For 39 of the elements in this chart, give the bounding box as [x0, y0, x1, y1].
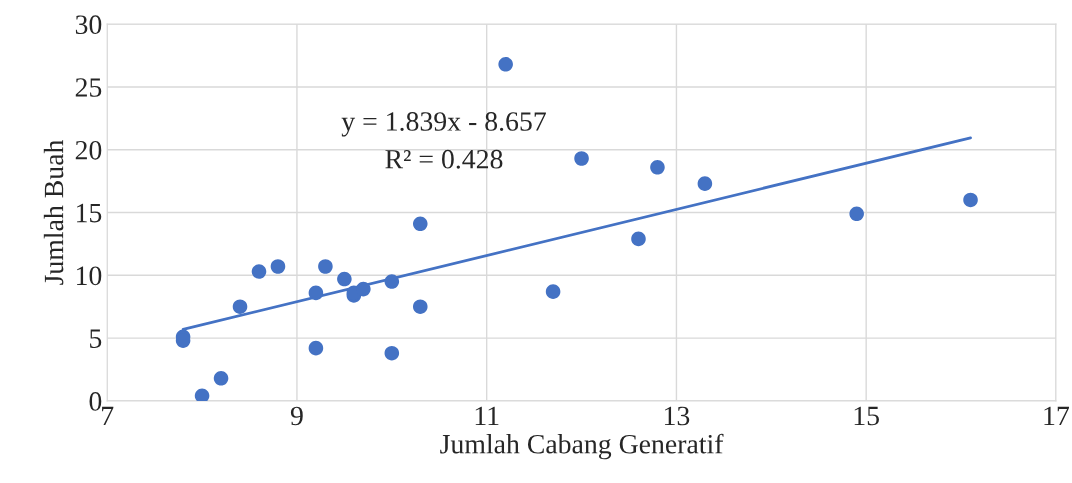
- point: [650, 160, 665, 175]
- point: [308, 340, 324, 356]
- point: [251, 264, 267, 279]
- point: [356, 281, 371, 297]
- point: [337, 271, 352, 287]
- point: [412, 299, 428, 314]
- x-tick-label: 7: [102, 406, 114, 426]
- point: [697, 176, 713, 191]
- y-tick-label: 5: [90, 329, 102, 349]
- point: [232, 299, 248, 314]
- point: [308, 285, 324, 301]
- point: [194, 388, 210, 401]
- y-tick-label: 25: [75, 78, 102, 97]
- point: [384, 274, 400, 289]
- x-tick-label: 9: [290, 406, 303, 426]
- x-tick-label: 17: [1044, 406, 1070, 426]
- y-tick-label: 30: [75, 15, 102, 35]
- y-axis-title: Jumlah Buah: [43, 139, 64, 285]
- point: [574, 151, 589, 166]
- x-axis-title: Jumlah Cabang Generatif: [440, 433, 724, 460]
- point: [545, 284, 561, 299]
- point: [963, 192, 978, 208]
- point: [631, 231, 646, 247]
- x-tick-label: 15: [854, 406, 879, 426]
- point: [213, 371, 229, 386]
- x-tick-label: 11: [475, 406, 499, 426]
- point: [412, 216, 428, 232]
- point: [498, 57, 513, 72]
- point: [849, 206, 864, 222]
- x-tick-label: 13: [664, 406, 690, 426]
- point: [384, 345, 400, 361]
- y-tick-label: 0: [89, 392, 102, 411]
- point: [318, 259, 333, 274]
- annotation: y = 1.839x - 8.657: [341, 112, 546, 137]
- point: [270, 259, 286, 274]
- y-tick-label: 20: [75, 140, 102, 160]
- y-tick-label: 10: [77, 266, 102, 286]
- annotation: R² = 0.428: [385, 149, 503, 169]
- y-tick-label: 15: [77, 203, 102, 223]
